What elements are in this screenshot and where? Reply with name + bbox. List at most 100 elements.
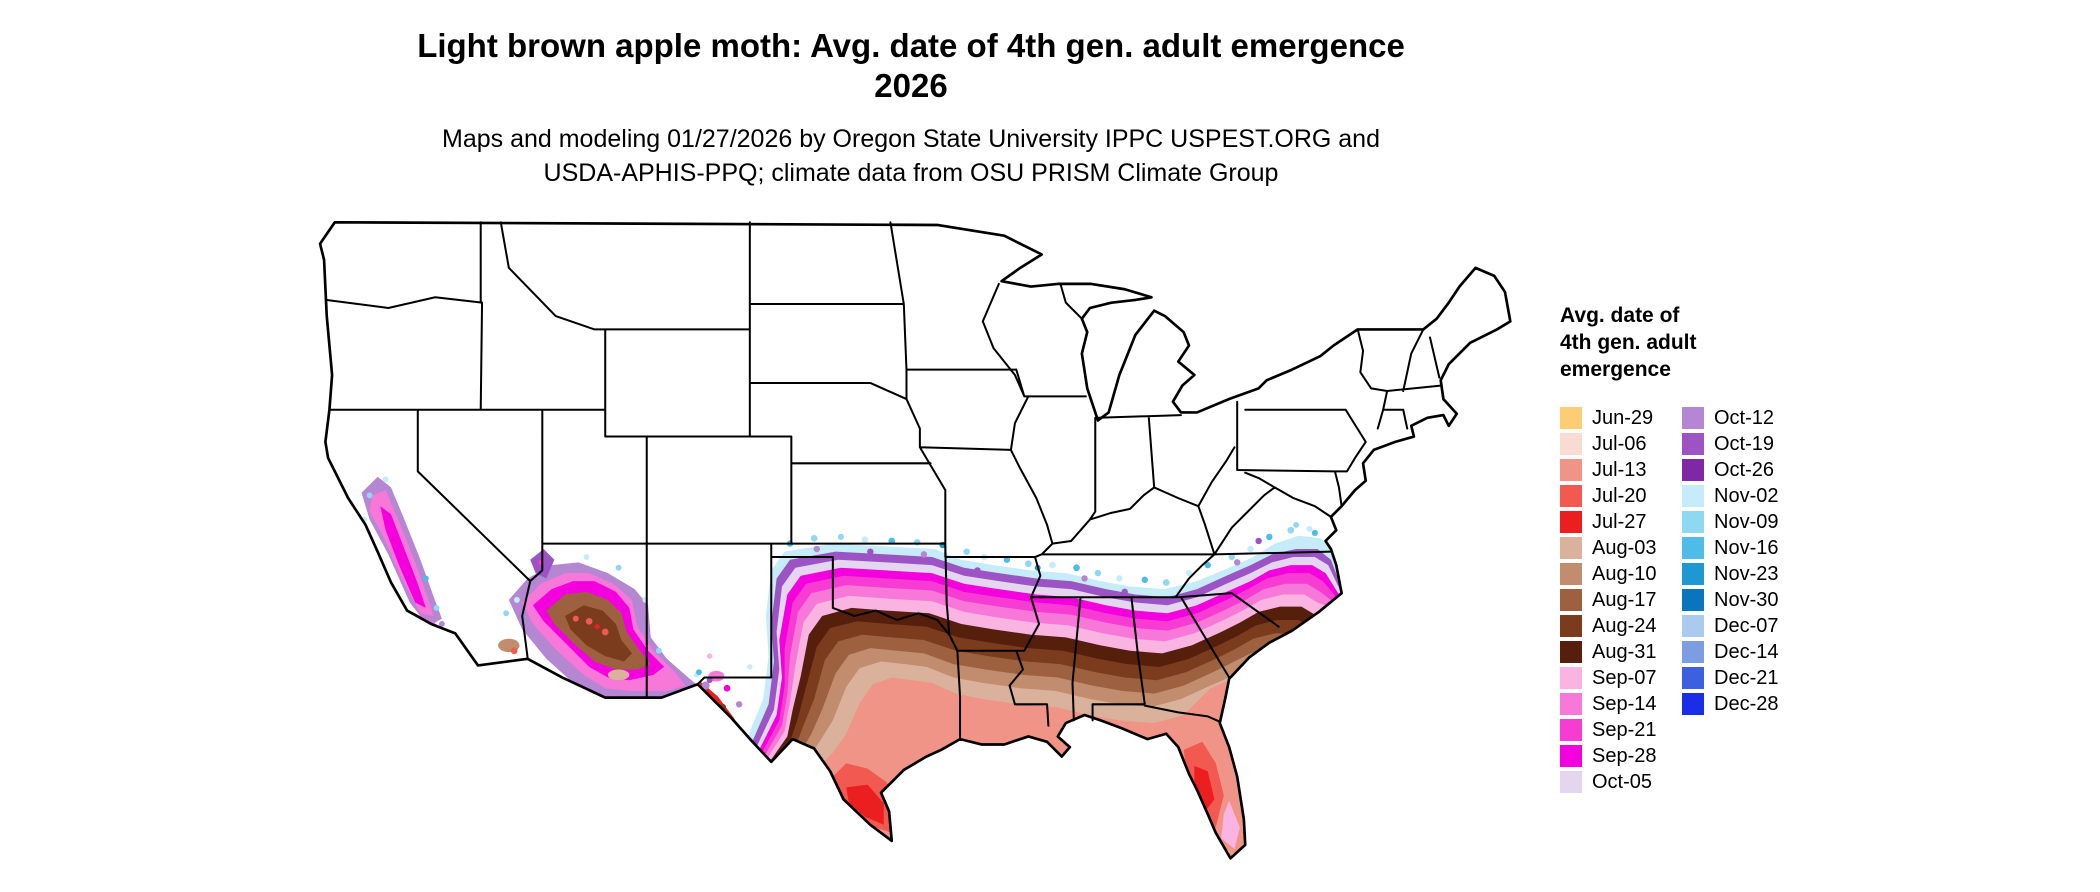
legend-row: Nov-30	[1682, 587, 1778, 613]
legend-label: Aug-10	[1592, 562, 1657, 585]
legend-row: Aug-17	[1560, 587, 1657, 613]
legend-swatch	[1560, 485, 1582, 507]
us-map	[308, 214, 1513, 884]
legend-title-line-2: 4th gen. adult	[1560, 331, 1697, 354]
page-title: Light brown apple moth: Avg. date of 4th…	[0, 26, 1822, 106]
legend-swatch	[1682, 667, 1704, 689]
legend-row: Dec-28	[1682, 691, 1778, 717]
speckles-oct	[438, 537, 1262, 708]
legend-swatch	[1560, 719, 1582, 741]
legend-row: Sep-14	[1560, 691, 1657, 717]
subtitle: Maps and modeling 01/27/2026 by Oregon S…	[0, 122, 1822, 190]
legend-label: Jul-06	[1592, 432, 1647, 455]
legend-label: Jul-13	[1592, 458, 1647, 481]
legend-swatch	[1560, 459, 1582, 481]
blob-ca-magenta	[380, 506, 426, 608]
legend-row: Aug-03	[1560, 535, 1657, 561]
legend-label: Jun-29	[1592, 406, 1654, 429]
speckles-nov16	[422, 529, 1318, 676]
blob-az-tan	[607, 669, 630, 681]
legend-label: Nov-16	[1714, 536, 1779, 559]
legend-swatch	[1560, 667, 1582, 689]
legend-row: Nov-02	[1682, 483, 1778, 509]
legend-swatch	[1682, 537, 1704, 559]
legend-label: Jul-27	[1592, 510, 1647, 533]
legend-swatch	[1682, 693, 1704, 715]
legend-title-line-1: Avg. date of	[1560, 304, 1680, 327]
legend: Avg. date of 4th gen. adult emergence Ju…	[1560, 302, 1940, 805]
legend-swatch	[1682, 511, 1704, 533]
legend-row: Oct-26	[1682, 457, 1778, 483]
legend-swatch	[1560, 641, 1582, 663]
legend-row: Jul-13	[1560, 457, 1657, 483]
legend-title: Avg. date of 4th gen. adult emergence	[1560, 302, 1940, 383]
legend-label: Sep-07	[1592, 666, 1657, 689]
legend-row: Dec-14	[1682, 639, 1778, 665]
legend-label: Sep-28	[1592, 744, 1657, 767]
legend-label: Sep-14	[1592, 692, 1657, 715]
legend-label: Sep-21	[1592, 718, 1657, 741]
legend-row: Nov-16	[1682, 535, 1778, 561]
legend-swatch	[1682, 615, 1704, 637]
legend-swatch	[1682, 563, 1704, 585]
legend-swatch	[1560, 407, 1582, 429]
legend-swatch	[1682, 407, 1704, 429]
legend-label: Oct-26	[1714, 458, 1775, 481]
legend-label: Nov-23	[1714, 562, 1779, 585]
legend-swatch	[1560, 511, 1582, 533]
legend-column-1: Jun-29 Jul-06 Jul-13 Jul-20 Jul-27 Aug-03 Aug-…	[1560, 405, 1657, 795]
legend-label: Oct-12	[1714, 406, 1775, 429]
legend-row: Nov-23	[1682, 561, 1778, 587]
legend-swatch	[1682, 459, 1704, 481]
speckles-nov02	[361, 476, 1329, 670]
legend-row: Aug-24	[1560, 613, 1657, 639]
legend-row: Nov-09	[1682, 509, 1778, 535]
legend-label: Aug-24	[1592, 614, 1657, 637]
legend-label: Dec-21	[1714, 666, 1779, 689]
az-red-specks	[572, 615, 609, 636]
legend-row: Dec-21	[1682, 665, 1778, 691]
blob-az-darkbrown	[565, 605, 633, 662]
legend-label: Nov-30	[1714, 588, 1779, 611]
legend-swatch	[1560, 433, 1582, 455]
legend-label: Nov-09	[1714, 510, 1779, 533]
blob-fl-pink	[1221, 800, 1240, 849]
legend-label: Aug-17	[1592, 588, 1657, 611]
legend-row: Jul-20	[1560, 483, 1657, 509]
subtitle-line-1: Maps and modeling 01/27/2026 by Oregon S…	[442, 125, 1380, 153]
title-line-1: Light brown apple moth: Avg. date of 4th…	[417, 27, 1405, 64]
legend-label: Dec-28	[1714, 692, 1779, 715]
legend-swatch	[1560, 771, 1582, 793]
legend-swatch	[1560, 563, 1582, 585]
us-map-svg	[318, 220, 1512, 860]
legend-row: Sep-07	[1560, 665, 1657, 691]
legend-label: Nov-02	[1714, 484, 1779, 507]
legend-swatch	[1682, 641, 1704, 663]
legend-swatch	[1560, 745, 1582, 767]
legend-row: Aug-10	[1560, 561, 1657, 587]
blob-salton-red	[510, 647, 518, 655]
blob-tx-deepred	[846, 784, 884, 825]
legend-row: Sep-21	[1560, 717, 1657, 743]
legend-swatch	[1560, 537, 1582, 559]
legend-row: Jul-27	[1560, 509, 1657, 535]
legend-swatch	[1560, 589, 1582, 611]
subtitle-line-2: USDA-APHIS-PPQ; climate data from OSU PR…	[543, 159, 1279, 187]
legend-rows: Jun-29 Jul-06 Jul-13 Jul-20 Jul-27 Aug-03 Aug-…	[1560, 405, 1940, 805]
legend-row: Sep-28	[1560, 743, 1657, 769]
title-line-2: 2026	[874, 67, 948, 104]
legend-swatch	[1560, 693, 1582, 715]
legend-swatch	[1682, 485, 1704, 507]
legend-row: Oct-19	[1682, 431, 1778, 457]
legend-column-2: Oct-12 Oct-19 Oct-26 Nov-02 Nov-09 Nov-16 Nov-…	[1682, 405, 1778, 717]
legend-row: Aug-31	[1560, 639, 1657, 665]
nm-patches	[693, 653, 731, 692]
legend-title-line-3: emergence	[1560, 358, 1671, 381]
legend-label: Jul-20	[1592, 484, 1647, 507]
legend-swatch	[1682, 433, 1704, 455]
legend-row: Oct-12	[1682, 405, 1778, 431]
legend-label: Aug-03	[1592, 536, 1657, 559]
legend-label: Oct-19	[1714, 432, 1775, 455]
map-outline	[318, 220, 1512, 860]
